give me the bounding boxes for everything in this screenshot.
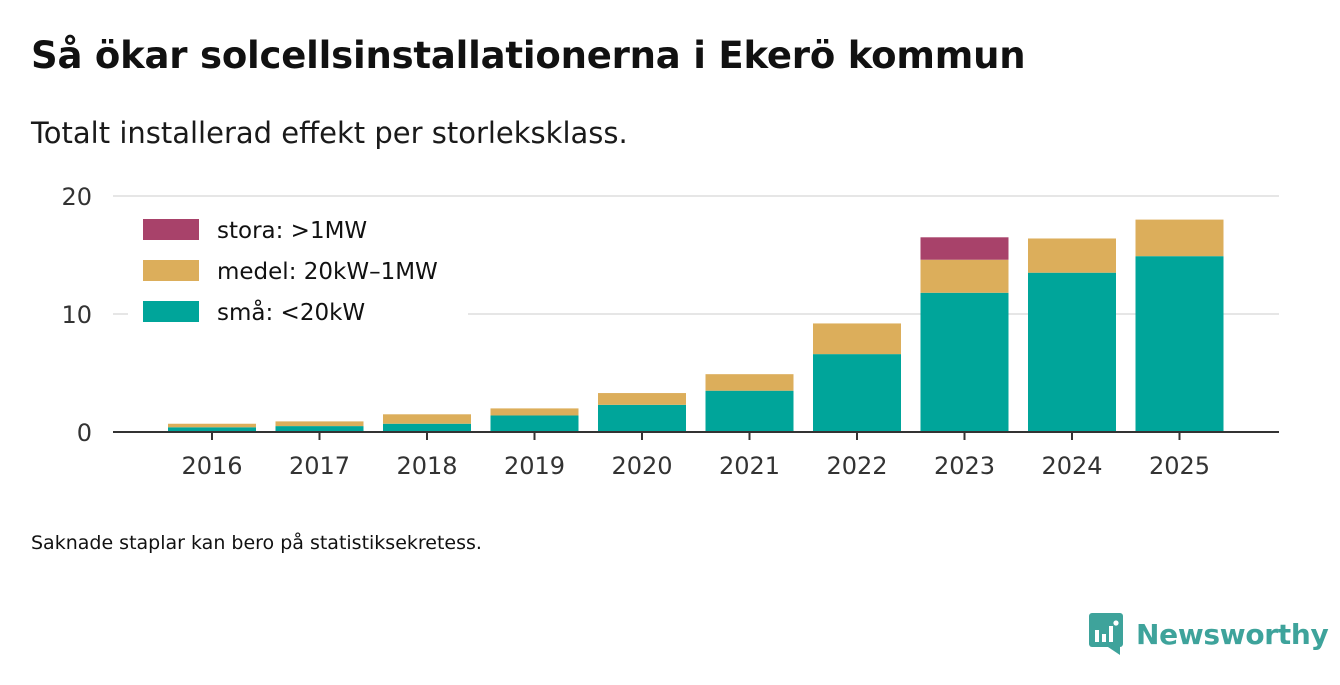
bar-sma-2016 xyxy=(168,427,256,432)
footnote: Saknade staplar kan bero på statistiksek… xyxy=(31,532,482,554)
bar-medel-2019 xyxy=(490,408,579,416)
bar-medel-2017 xyxy=(275,421,364,427)
bar-sma-2020 xyxy=(598,404,686,432)
legend: stora: >1MW medel: 20kW–1MW små: <20kW xyxy=(128,208,468,326)
x-tick-label: 2022 xyxy=(826,452,887,480)
bar-medel-2018 xyxy=(383,414,471,424)
x-tick-label: 2017 xyxy=(289,452,350,480)
y-tick-label: 20 xyxy=(61,183,92,211)
legend-label-stora: stora: >1MW xyxy=(217,218,367,244)
axes: 0 10 20 2016 2017 2018 2019 2020 2021 2022 2023 202… xyxy=(61,183,1279,480)
bar-sma-2024 xyxy=(1028,272,1116,432)
chart-title: Så ökar solcellsinstallationerna i Ekerö… xyxy=(31,34,1026,77)
x-tick-label: 2019 xyxy=(504,452,565,480)
y-tick-label: 10 xyxy=(61,301,92,329)
bar-medel-2020 xyxy=(598,393,686,405)
bar-medel-2025 xyxy=(1135,219,1224,257)
bar-sma-2021 xyxy=(705,390,794,432)
legend-swatch-medel xyxy=(143,260,199,281)
bar-stora-2023 xyxy=(920,237,1009,260)
bar-medel-2023 xyxy=(920,259,1009,293)
x-tick-label: 2025 xyxy=(1149,452,1210,480)
bar-sma-2018 xyxy=(383,423,471,432)
chart-subtitle: Totalt installerad effekt per storlekskl… xyxy=(31,116,628,150)
bar-medel-2024 xyxy=(1028,238,1116,273)
y-tick-label: 0 xyxy=(77,419,92,447)
x-tick-label: 2018 xyxy=(396,452,457,480)
x-tick-label: 2024 xyxy=(1041,452,1102,480)
brand-name: Newsworthy xyxy=(1136,617,1329,651)
newsworthy-logo-icon xyxy=(1089,613,1123,655)
legend-label-medel: medel: 20kW–1MW xyxy=(217,259,438,285)
bar-sma-2023 xyxy=(920,292,1009,432)
bars xyxy=(168,219,1224,432)
bar-sma-2019 xyxy=(490,415,579,432)
bar-sma-2025 xyxy=(1135,256,1224,432)
brand-logo: Newsworthy xyxy=(1088,612,1329,656)
legend-label-sma: små: <20kW xyxy=(217,298,365,326)
x-tick-label: 2016 xyxy=(181,452,242,480)
bar-sma-2017 xyxy=(275,426,364,432)
legend-swatch-stora xyxy=(143,219,199,240)
x-tick-label: 2020 xyxy=(611,452,672,480)
bar-medel-2021 xyxy=(705,374,794,391)
bar-sma-2022 xyxy=(813,354,901,432)
bar-medel-2016 xyxy=(168,423,256,428)
x-tick-label: 2021 xyxy=(719,452,780,480)
legend-swatch-sma xyxy=(143,301,199,322)
x-tick-label: 2023 xyxy=(934,452,995,480)
bar-medel-2022 xyxy=(813,323,901,355)
